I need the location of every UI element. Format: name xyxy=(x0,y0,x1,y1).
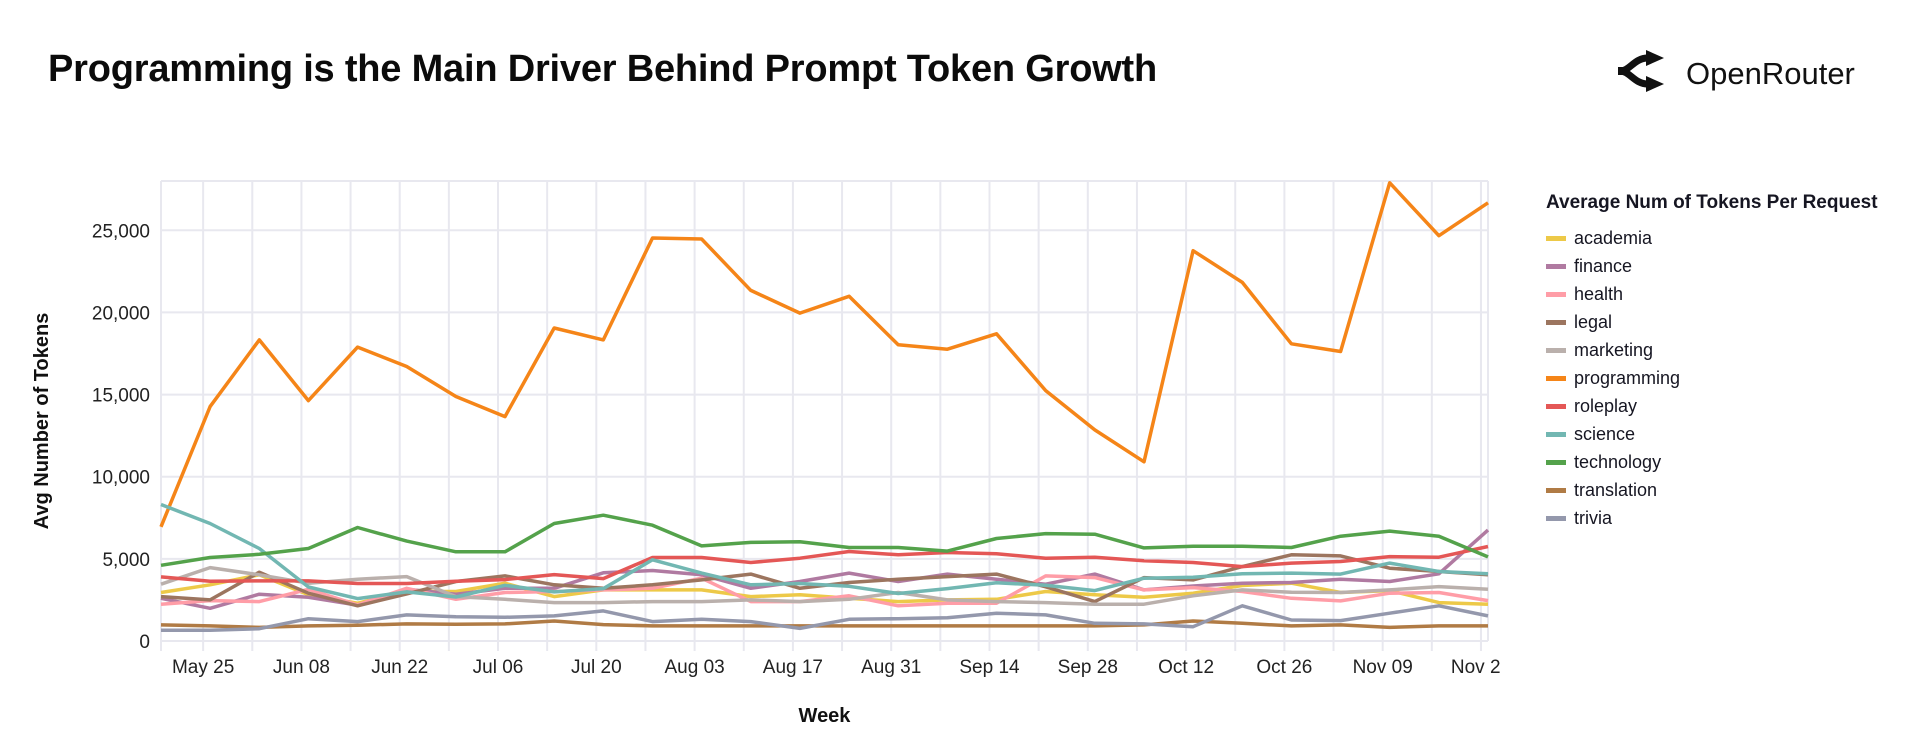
legend-swatch xyxy=(1546,431,1566,437)
legend-swatch xyxy=(1546,263,1566,269)
y-tick-label: 0 xyxy=(139,632,150,653)
legend-swatch xyxy=(1546,403,1566,409)
legend-item-marketing: marketing xyxy=(1546,336,1878,364)
legend-title: Average Num of Tokens Per Request xyxy=(1546,192,1878,213)
legend-item-technology: technology xyxy=(1546,448,1878,476)
x-tick-label: Jul 20 xyxy=(571,657,622,678)
legend-swatch xyxy=(1546,319,1566,325)
page-title: Programming is the Main Driver Behind Pr… xyxy=(48,48,1158,90)
legend-item-programming: programming xyxy=(1546,364,1878,392)
legend: Average Num of Tokens Per Request academ… xyxy=(1546,192,1878,532)
legend-label: technology xyxy=(1574,451,1662,472)
x-tick-label: May 25 xyxy=(172,657,234,678)
legend-swatch xyxy=(1546,487,1566,493)
x-axis-title: Week xyxy=(799,705,852,727)
x-tick-label: Sep 14 xyxy=(959,657,1020,678)
x-tick-label: Nov 23 xyxy=(1451,657,1500,678)
x-tick-label: Nov 09 xyxy=(1353,657,1413,678)
legend-item-legal: legal xyxy=(1546,308,1878,336)
x-tick-label: Jun 22 xyxy=(371,657,428,678)
x-tick-label: Jun 08 xyxy=(273,657,330,678)
legend-label: legal xyxy=(1574,311,1613,332)
legend-swatch xyxy=(1546,235,1566,241)
legend-swatch xyxy=(1546,459,1566,465)
line-chart: 0 5,000 10,000 15,000 20,000 25,000 May 25 Jun … xyxy=(31,180,1500,727)
legend-item-trivia: trivia xyxy=(1546,504,1878,532)
legend-swatch xyxy=(1546,515,1566,521)
x-tick-label: Oct 12 xyxy=(1158,657,1214,678)
legend-item-roleplay: roleplay xyxy=(1546,392,1878,420)
y-tick-label: 25,000 xyxy=(92,221,150,242)
x-tick-label: Sep 28 xyxy=(1058,657,1118,678)
x-tick-label: Aug 31 xyxy=(861,657,921,678)
legend-label: academia xyxy=(1574,227,1653,248)
legend-label: science xyxy=(1574,423,1636,444)
legend-item-translation: translation xyxy=(1546,476,1878,504)
legend-label: programming xyxy=(1574,367,1681,388)
legend-item-finance: finance xyxy=(1546,252,1878,280)
series-line-marketing xyxy=(160,565,1489,606)
legend-item-academia: academia xyxy=(1546,224,1878,252)
brand-name: OpenRouter xyxy=(1686,55,1855,91)
x-tick-label: Aug 03 xyxy=(664,657,724,678)
openrouter-logo-icon xyxy=(1618,50,1666,97)
series-line-programming xyxy=(159,181,1489,528)
series-line-technology xyxy=(160,513,1489,568)
series-line-roleplay xyxy=(160,544,1489,586)
y-tick-label: 10,000 xyxy=(92,468,150,489)
legend-item-science: science xyxy=(1546,420,1878,448)
series-line-translation xyxy=(160,619,1488,630)
y-tick-label: 20,000 xyxy=(92,303,150,324)
series-lines xyxy=(159,181,1490,633)
x-tick-label: Oct 26 xyxy=(1256,657,1312,678)
y-tick-label: 15,000 xyxy=(92,386,150,407)
legend-label: health xyxy=(1574,283,1624,304)
y-axis-title: Avg Number of Tokens xyxy=(31,313,53,530)
legend-label: finance xyxy=(1574,255,1633,276)
y-tick-label: 5,000 xyxy=(102,550,150,571)
legend-swatch xyxy=(1546,347,1566,353)
legend-label: roleplay xyxy=(1574,395,1638,416)
legend-swatch xyxy=(1546,375,1566,381)
legend-label: trivia xyxy=(1574,507,1613,528)
legend-swatch xyxy=(1546,291,1566,297)
x-tick-label: Aug 17 xyxy=(763,657,823,678)
legend-label: marketing xyxy=(1574,339,1654,360)
series-line-trivia xyxy=(161,604,1489,633)
legend-item-health: health xyxy=(1546,280,1878,308)
legend-label: translation xyxy=(1574,479,1658,500)
brand-logo: OpenRouter xyxy=(1618,50,1855,97)
series-line-science xyxy=(160,502,1489,601)
x-tick-label: Jul 06 xyxy=(473,657,524,678)
